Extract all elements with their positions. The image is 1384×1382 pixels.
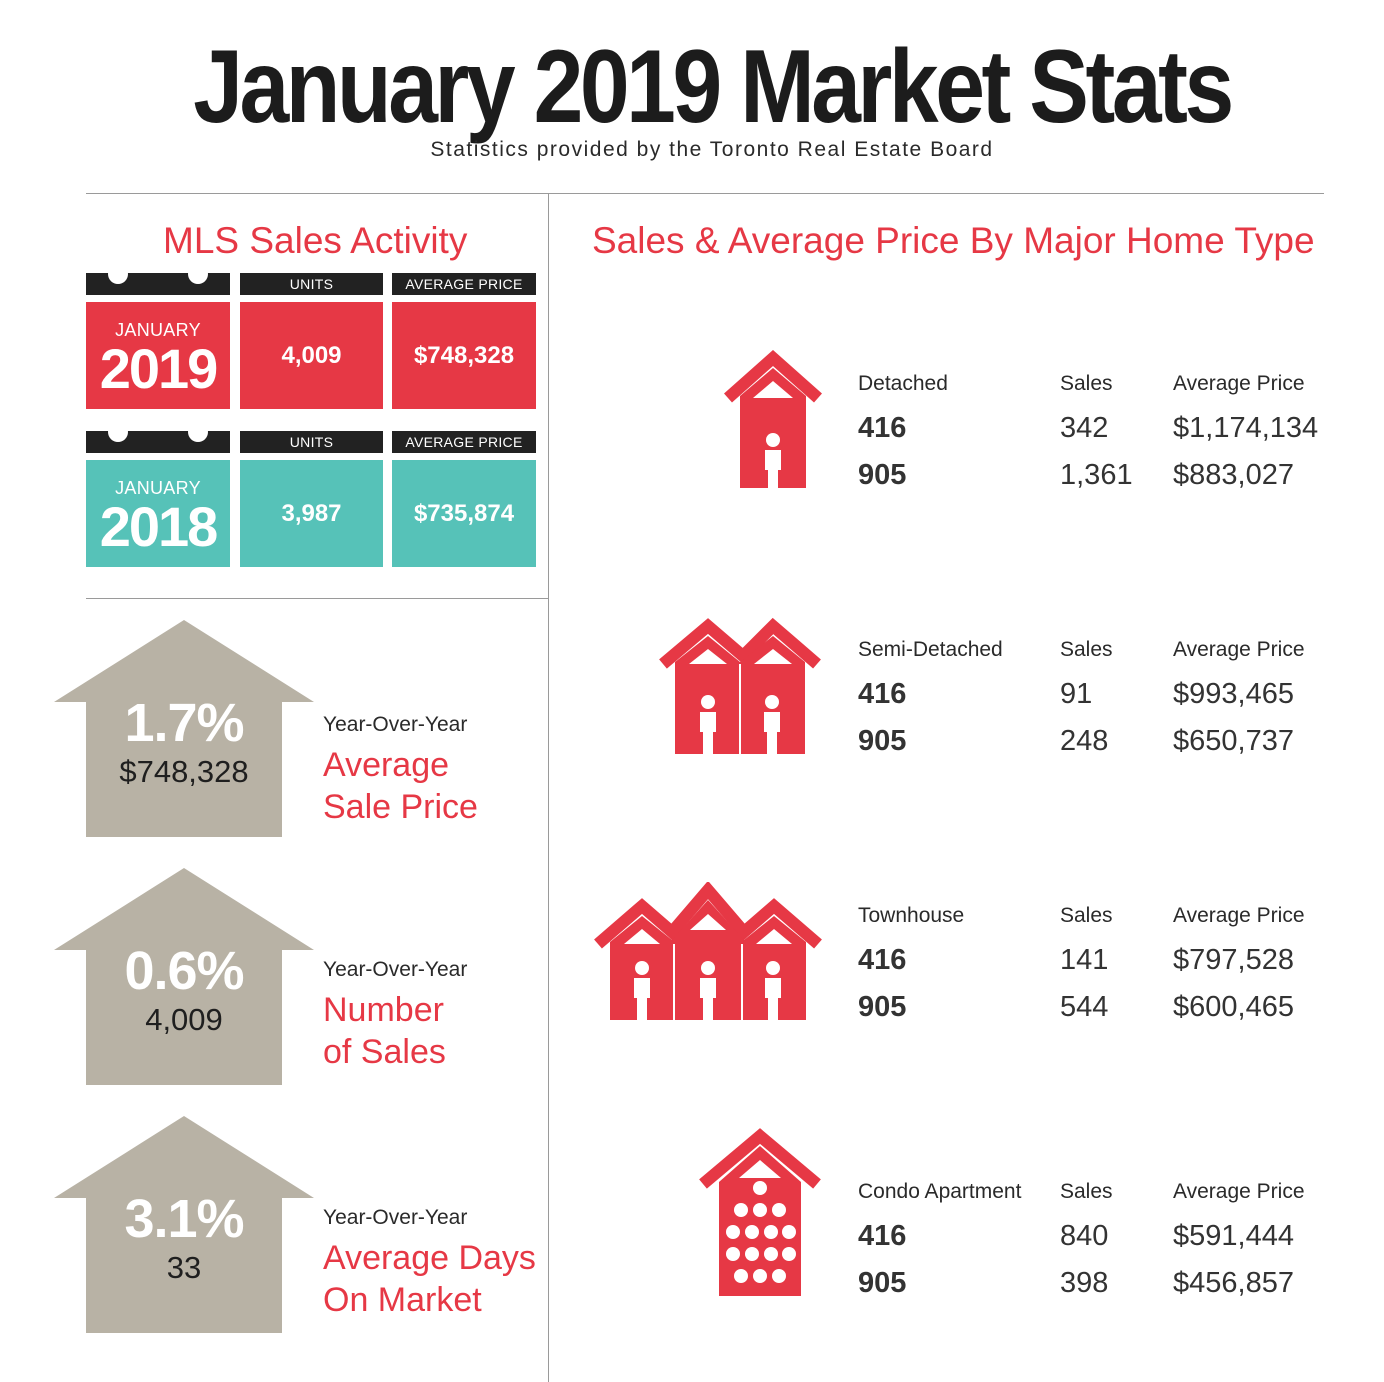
calendar-ring-icon xyxy=(188,422,208,442)
area-code: 905 xyxy=(858,725,907,757)
calendar-month: JANUARY xyxy=(115,320,201,340)
calendar-month: JANUARY xyxy=(115,478,201,498)
average-price-header: Average Price xyxy=(1173,372,1305,395)
sales-value: 141 xyxy=(1060,944,1109,976)
area-code: 416 xyxy=(858,944,907,976)
calendar-header-2018 xyxy=(86,422,230,453)
townhouse-icon xyxy=(594,882,822,1020)
yoy-value: 4,009 xyxy=(145,1002,223,1037)
yoy-label: Year-Over-Year xyxy=(323,1206,468,1229)
home-type-name: Detached xyxy=(858,372,948,395)
price-value: $797,528 xyxy=(1173,944,1294,976)
yoy-label: Year-Over-Year xyxy=(323,958,468,981)
yoy-description: Number xyxy=(323,991,444,1029)
price-value: $883,027 xyxy=(1173,459,1294,491)
calendar-ring-icon xyxy=(108,422,128,442)
home-type-name: Townhouse xyxy=(858,904,965,927)
sales-value: 1,361 xyxy=(1060,459,1133,491)
yoy-percent: 1.7% xyxy=(124,693,244,753)
units-label: UNITS xyxy=(240,431,383,453)
page-subtitle: Statistics provided by the Toronto Real … xyxy=(430,138,994,161)
yoy-value: $748,328 xyxy=(119,754,249,789)
semi-detached-house-icon xyxy=(659,617,821,754)
area-code: 905 xyxy=(858,991,907,1023)
average-price-label: AVERAGE PRICE xyxy=(392,431,536,453)
sales-header: Sales xyxy=(1060,904,1113,927)
price-value: $600,465 xyxy=(1173,991,1294,1023)
up-arrow-icon xyxy=(54,620,314,837)
price-value: $456,857 xyxy=(1173,1267,1294,1299)
price-box-2018: $735,874 xyxy=(392,460,536,567)
sales-header: Sales xyxy=(1060,1180,1113,1203)
units-box-2018: 3,987 xyxy=(240,460,383,567)
sales-value: 248 xyxy=(1060,725,1109,757)
area-code: 905 xyxy=(858,459,907,491)
detached-house-icon xyxy=(724,350,822,488)
calendar-header-2019 xyxy=(86,264,230,295)
yoy-label: Year-Over-Year xyxy=(323,713,468,736)
units-box-2019: 4,009 xyxy=(240,302,383,409)
yoy-description: Sale Price xyxy=(323,788,478,826)
calendar-year: 2018 xyxy=(99,495,219,558)
average-price-value: $748,328 xyxy=(413,341,515,369)
home-type-name: Condo Apartment xyxy=(858,1180,1022,1203)
price-value: $650,737 xyxy=(1173,725,1294,757)
price-value: $591,444 xyxy=(1173,1220,1294,1252)
sales-header: Sales xyxy=(1060,372,1113,395)
average-price-header: Average Price xyxy=(1173,1180,1305,1203)
price-box-2019: $748,328 xyxy=(392,302,536,409)
average-price-header: Average Price xyxy=(1173,904,1305,927)
sales-value: 544 xyxy=(1060,991,1109,1023)
units-value: 3,987 xyxy=(281,499,342,527)
calendar-year: 2019 xyxy=(99,337,219,400)
header-divider xyxy=(86,193,1324,194)
sales-value: 398 xyxy=(1060,1267,1109,1299)
sales-value: 342 xyxy=(1060,412,1109,444)
area-code: 416 xyxy=(858,1220,907,1252)
yoy-description: of Sales xyxy=(323,1033,446,1071)
mls-divider xyxy=(86,598,548,599)
page-title: January 2019 Market Stats xyxy=(193,29,1234,145)
up-arrow-icon xyxy=(54,868,314,1085)
up-arrow-icon xyxy=(54,1116,314,1333)
area-code: 905 xyxy=(858,1267,907,1299)
calendar-date-2018: JANUARY 2018 xyxy=(86,460,230,567)
units-label: UNITS xyxy=(240,273,383,295)
area-code: 416 xyxy=(858,678,907,710)
calendar-ring-icon xyxy=(188,264,208,284)
yoy-percent: 0.6% xyxy=(124,941,244,1001)
price-value: $993,465 xyxy=(1173,678,1294,710)
mls-section-title: MLS Sales Activity xyxy=(163,220,468,261)
average-price-label: AVERAGE PRICE xyxy=(392,273,536,295)
home-type-section-title: Sales & Average Price By Major Home Type xyxy=(592,220,1315,261)
price-value: $1,174,134 xyxy=(1173,412,1319,444)
yoy-value: 33 xyxy=(166,1250,202,1285)
home-type-name: Semi-Detached xyxy=(858,638,1003,661)
yoy-description: On Market xyxy=(323,1281,482,1319)
calendar-date-2019: JANUARY 2019 xyxy=(86,302,230,409)
condo-apartment-icon xyxy=(699,1128,821,1296)
sales-value: 91 xyxy=(1060,678,1093,710)
sales-value: 840 xyxy=(1060,1220,1109,1252)
yoy-description: Average Days xyxy=(323,1239,536,1277)
yoy-description: Average xyxy=(323,746,450,784)
average-price-value: $735,874 xyxy=(413,499,515,527)
yoy-percent: 3.1% xyxy=(124,1189,244,1249)
column-divider xyxy=(548,193,549,1382)
units-value: 4,009 xyxy=(281,341,342,369)
sales-header: Sales xyxy=(1060,638,1113,661)
average-price-header: Average Price xyxy=(1173,638,1305,661)
area-code: 416 xyxy=(858,412,907,444)
calendar-ring-icon xyxy=(108,264,128,284)
